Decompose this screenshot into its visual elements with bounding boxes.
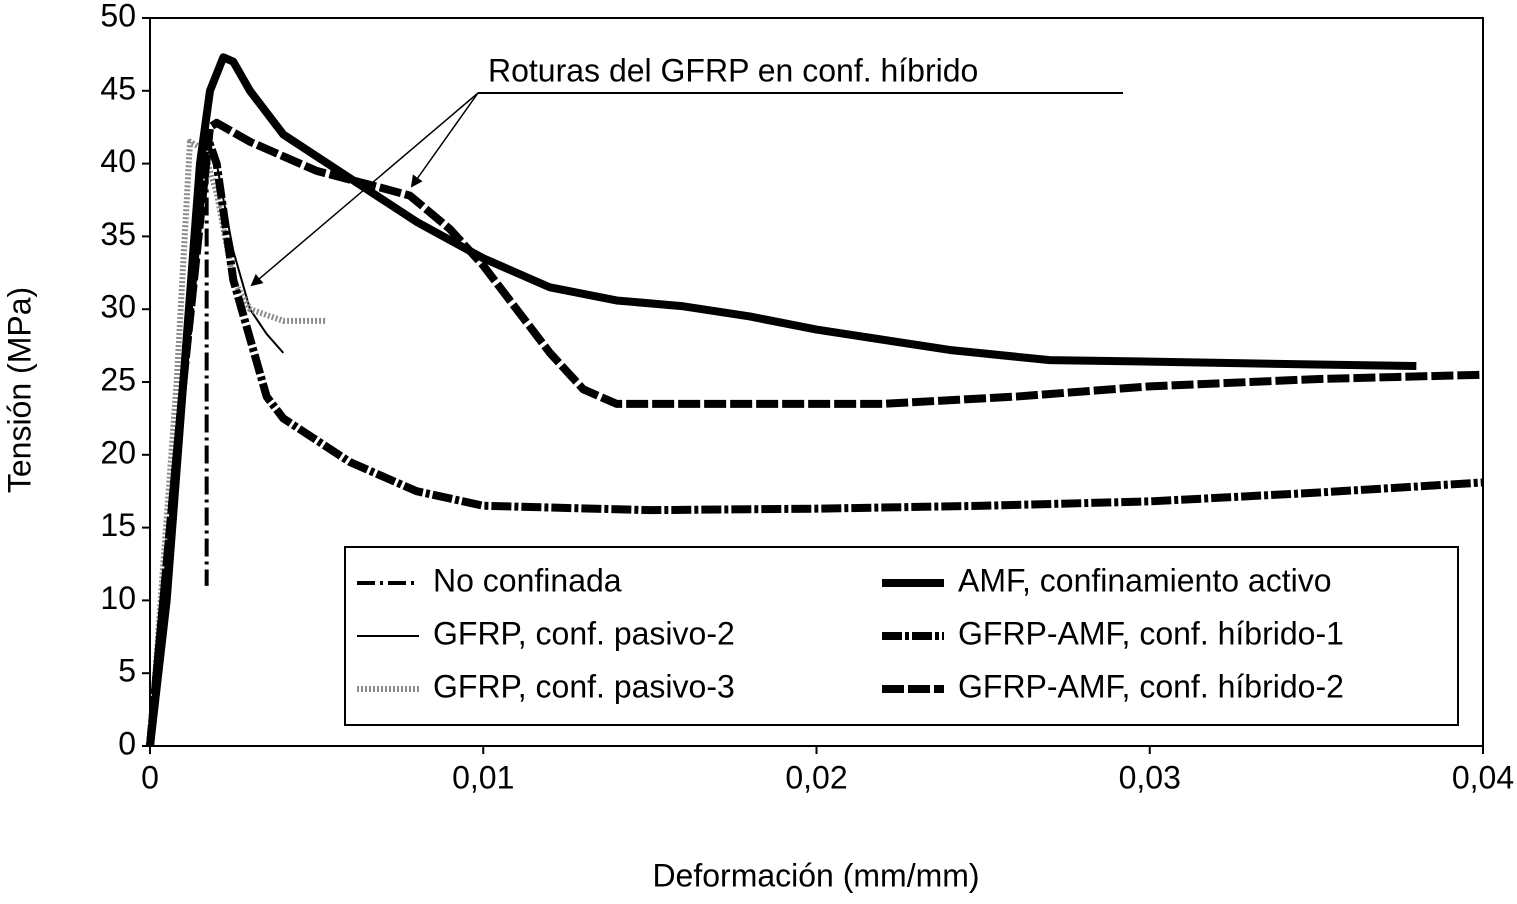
data-line xyxy=(147,138,327,747)
x-tick-label: 0,02 xyxy=(785,759,847,795)
legend-label: GFRP, conf. pasivo-3 xyxy=(433,668,735,704)
annotation-arrow xyxy=(410,92,479,188)
x-tick-label: 0,03 xyxy=(1119,759,1181,795)
x-tick-label: 0,01 xyxy=(452,759,514,795)
y-tick-label: 10 xyxy=(100,580,136,616)
y-tick-label: 5 xyxy=(118,653,136,689)
y-tick-label: 30 xyxy=(100,289,136,325)
y-tick-label: 40 xyxy=(100,143,136,179)
data-line xyxy=(146,130,1484,747)
data-line xyxy=(146,118,1484,747)
data-line xyxy=(149,133,285,747)
y-axis-label: Tensión (MPa) xyxy=(1,287,37,493)
legend-label: AMF, confinamiento activo xyxy=(958,562,1332,598)
y-tick-label: 45 xyxy=(100,70,136,106)
y-tick-label: 50 xyxy=(100,0,136,33)
legend-label: GFRP, conf. pasivo-2 xyxy=(433,615,735,651)
y-tick-label: 0 xyxy=(118,725,136,761)
annotation: Roturas del GFRP en conf. híbrido xyxy=(250,52,1123,287)
legend-label: No confinada xyxy=(433,562,622,598)
legend-label: GFRP-AMF, conf. híbrido-2 xyxy=(958,668,1344,704)
x-tick-label: 0 xyxy=(141,759,159,795)
data-line xyxy=(146,53,1417,747)
annotation-text: Roturas del GFRP en conf. híbrido xyxy=(488,52,978,88)
y-tick-label: 15 xyxy=(100,507,136,543)
y-tick-label: 20 xyxy=(100,434,136,470)
x-axis-label: Deformación (mm/mm) xyxy=(652,857,979,893)
x-tick-label: 0,04 xyxy=(1452,759,1514,795)
y-tick-label: 25 xyxy=(100,361,136,397)
legend-label: GFRP-AMF, conf. híbrido-1 xyxy=(958,615,1344,651)
y-tick-label: 35 xyxy=(100,216,136,252)
